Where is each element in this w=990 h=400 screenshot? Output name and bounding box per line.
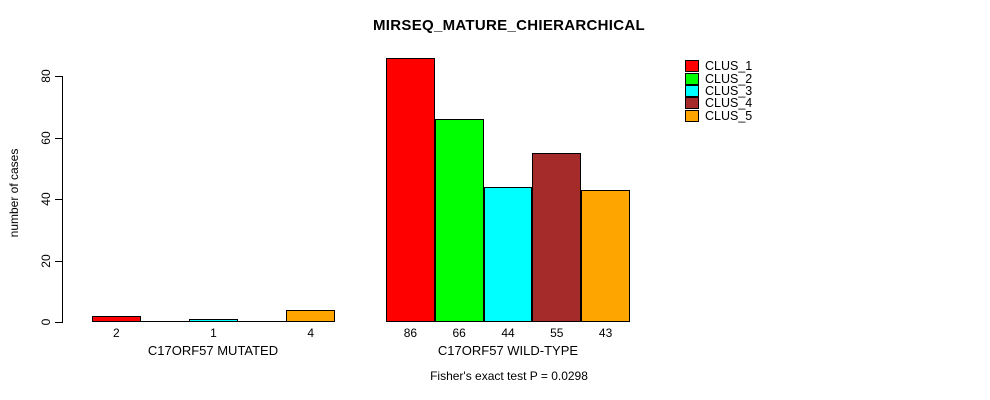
y-axis-tick [55, 76, 62, 78]
bar-value-label: 4 [307, 326, 315, 340]
legend: CLUS_1 CLUS_2 CLUS_3 CLUS_4 CLUS_5 [685, 60, 752, 122]
legend-item-label: CLUS_1 [705, 59, 753, 74]
y-axis-tick-label: 60 [39, 131, 53, 145]
legend-color-swatch [685, 84, 699, 97]
legend-color-swatch [685, 97, 699, 110]
legend-item-label: CLUS_5 [705, 108, 753, 123]
y-axis-tick [55, 322, 62, 323]
bar-wild-type-clus-2 [434, 119, 484, 322]
bar-value-label: 2 [112, 326, 120, 340]
legend-item: CLUS_5 [685, 110, 752, 122]
bar-value-label: 86 [403, 326, 418, 340]
y-axis-tick [55, 137, 62, 139]
y-axis-tick-label: 80 [39, 69, 53, 84]
bar-value-label: 43 [598, 326, 613, 340]
legend-item-label: CLUS_2 [705, 71, 753, 86]
bar-value-label: 66 [452, 326, 466, 340]
y-axis-tick-label: 0 [39, 318, 53, 326]
chart-title: MIRSEQ_MATURE_CHIERARCHICAL [373, 17, 645, 34]
legend-item: CLUS_3 [685, 85, 752, 97]
group-label-mutated: C17ORF57 MUTATED [147, 343, 279, 358]
bar-wild-type-clus-1 [386, 57, 435, 322]
zero-bar-mutated-clus-2 [140, 321, 190, 322]
y-axis-line [62, 76, 63, 323]
legend-item-label: CLUS_3 [705, 83, 753, 98]
bar-value-label: 55 [550, 326, 564, 340]
bar-mutated-clus-5 [286, 309, 335, 322]
bar-mutated-clus-1 [92, 315, 141, 322]
bar-value-label: 44 [501, 326, 515, 340]
bar-wild-type-clus-3 [483, 186, 533, 322]
y-axis-tick [55, 199, 62, 201]
legend-item: CLUS_2 [685, 71, 753, 86]
group-label-wild-type: C17ORF57 WILD-TYPE [437, 343, 579, 358]
legend-item: CLUS_4 [685, 96, 753, 111]
y-axis-tick [55, 260, 62, 262]
bar-wild-type-clus-5 [581, 189, 630, 322]
fisher-test-annotation: Fisher's exact test P = 0.0298 [430, 369, 588, 383]
bar-wild-type-clus-4 [532, 153, 582, 322]
legend-color-swatch [685, 109, 699, 122]
bar-mutated-clus-3 [189, 318, 238, 322]
legend-color-swatch [685, 60, 699, 73]
bar-value-label: 1 [210, 326, 217, 340]
legend-item: CLUS_1 [685, 60, 752, 72]
y-axis-tick-label: 20 [39, 253, 53, 268]
legend-item-label: CLUS_4 [705, 96, 753, 111]
zero-bar-mutated-clus-4 [237, 321, 287, 322]
y-axis-tick-label: 40 [39, 192, 53, 206]
legend-color-swatch [685, 72, 699, 85]
